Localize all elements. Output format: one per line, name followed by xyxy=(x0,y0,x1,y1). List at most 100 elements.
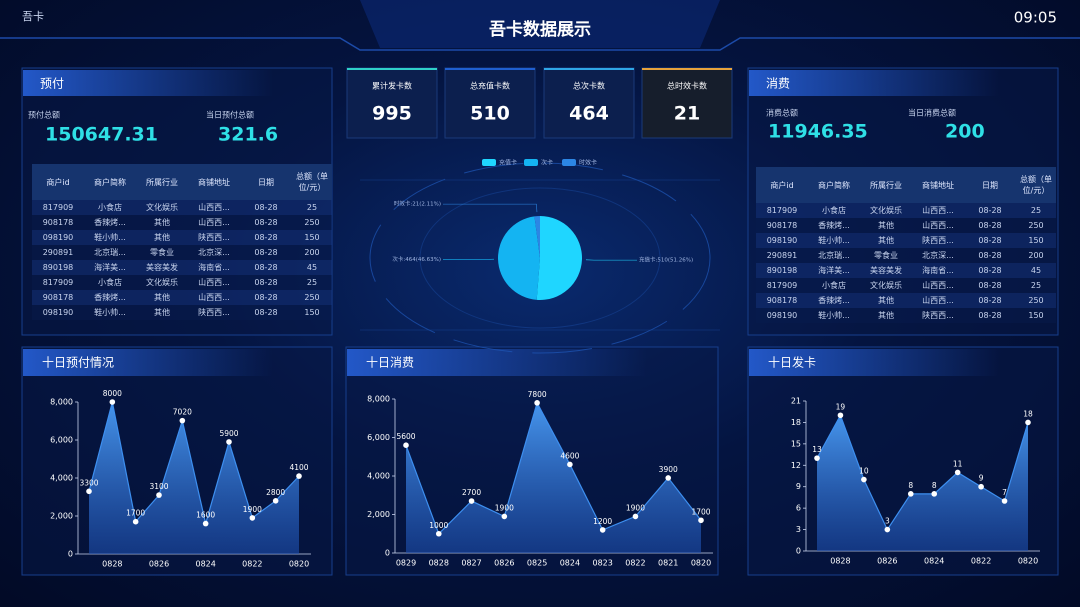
x-tick-label: 0828 xyxy=(830,557,850,566)
table-cell: 08-28 xyxy=(240,230,292,245)
table-cell: 25 xyxy=(1016,278,1056,293)
point xyxy=(931,491,938,497)
value-label: 2800 xyxy=(266,488,285,497)
y-tick-label: 4,000 xyxy=(367,472,390,481)
table-cell: 817909 xyxy=(756,278,808,293)
table-cell: 908178 xyxy=(32,215,84,230)
page-title: 吾卡数据展示 xyxy=(489,19,591,40)
y-tick-label: 9 xyxy=(796,482,801,491)
x-tick-label: 0822 xyxy=(971,557,991,566)
x-tick-label: 0828 xyxy=(429,559,449,568)
point xyxy=(226,439,232,445)
table-cell: 150 xyxy=(1016,233,1056,248)
ring xyxy=(369,162,711,354)
table-cell: 香辣烤... xyxy=(84,290,136,305)
table-cell: 150 xyxy=(292,230,332,245)
table-cell: 098190 xyxy=(756,308,808,323)
x-tick-label: 0826 xyxy=(149,560,169,569)
kpi-value: 11946.35 xyxy=(768,121,868,143)
data-table: 商户id 商户简称 所属行业 商铺地址 日期 总额（单位/元） 817909 小食店 文化娱乐山… xyxy=(32,164,332,320)
card-accent xyxy=(642,68,732,70)
column-header: 所属行业 xyxy=(860,167,912,203)
card xyxy=(346,67,438,139)
table-cell: 25 xyxy=(292,200,332,215)
point xyxy=(814,455,820,461)
column-header: 所属行业 xyxy=(136,164,188,200)
column-header: 日期 xyxy=(240,164,292,200)
table-cell: 45 xyxy=(1016,263,1056,278)
table-cell: 200 xyxy=(292,245,332,260)
column-header: 商户id xyxy=(756,167,808,203)
table-cell: 海南省... xyxy=(188,260,240,275)
table-cell: 北京瑞... xyxy=(808,248,860,263)
table-row: 908178 香辣烤... 其他 山西西... 08-28 250 xyxy=(756,293,1056,308)
panel-header xyxy=(347,349,647,376)
table-cell: 山西西... xyxy=(188,215,240,230)
clock: 09:05 xyxy=(1014,9,1057,27)
panel-title: 消费 xyxy=(766,77,790,91)
table-cell: 08-28 xyxy=(240,275,292,290)
column-header: 总额（单位/元） xyxy=(292,164,332,200)
line xyxy=(405,401,702,535)
table-cell: 290891 xyxy=(756,248,808,263)
table-cell: 北京深... xyxy=(912,248,964,263)
legend-swatch xyxy=(524,159,538,166)
card-label: 总充值卡数 xyxy=(470,81,510,91)
point xyxy=(884,526,891,533)
area xyxy=(406,402,701,553)
table-cell: 其他 xyxy=(136,215,188,230)
value-label: 5600 xyxy=(396,432,415,441)
y-tick-label: 8,000 xyxy=(367,395,390,404)
table-cell: 08-28 xyxy=(964,293,1016,308)
y-tick-label: 2,000 xyxy=(367,510,390,519)
slice-label: 时效卡:21(2.11%) xyxy=(394,200,441,208)
table-cell: 文化娱乐 xyxy=(860,203,912,218)
table-cell: 890198 xyxy=(32,260,84,275)
table-cell: 25 xyxy=(292,275,332,290)
table-cell: 海南省... xyxy=(912,263,964,278)
point xyxy=(954,469,961,476)
table-cell: 小食店 xyxy=(808,278,860,293)
panel-header xyxy=(749,70,999,96)
point xyxy=(468,498,475,504)
column-header: 日期 xyxy=(964,167,1016,203)
value-label: 19 xyxy=(836,402,846,411)
panel-header xyxy=(23,349,273,376)
table-cell: 香辣烤... xyxy=(84,215,136,230)
table-cell: 香辣烤... xyxy=(808,293,860,308)
legend-swatch xyxy=(482,159,496,166)
x-tick-label: 0826 xyxy=(877,557,897,566)
point xyxy=(86,488,92,495)
slice-label: 充值卡:510(51.26%) xyxy=(639,256,693,264)
table-cell: 其他 xyxy=(860,218,912,233)
table-row: 098190 鞋小帅... 其他 陕西西... 08-28 150 xyxy=(756,233,1056,248)
table-row: 817909 小食店 文化娱乐 山西西... 08-28 25 xyxy=(756,203,1056,218)
point xyxy=(698,517,704,524)
table-cell: 文化娱乐 xyxy=(136,200,188,215)
point xyxy=(156,492,162,498)
point xyxy=(296,473,302,479)
table-cell: 鞋小帅... xyxy=(808,308,860,323)
table-cell: 陕西西... xyxy=(188,230,240,245)
table-cell: 08-28 xyxy=(964,248,1016,263)
y-tick-label: 6,000 xyxy=(367,433,390,442)
x-tick-label: 0826 xyxy=(494,559,514,568)
value-label: 7 xyxy=(1002,488,1007,497)
card-value: 464 xyxy=(569,103,609,125)
x-tick-label: 0827 xyxy=(461,559,481,568)
table-header: 商户id 商户简称 所属行业 商铺地址 日期 总额（单位/元） xyxy=(756,167,1056,203)
value-label: 1900 xyxy=(495,503,514,512)
table-cell: 817909 xyxy=(32,200,84,215)
table-row: 098190 鞋小帅... 其他 陕西西... 08-28 150 xyxy=(756,308,1056,323)
table-cell: 北京深... xyxy=(188,245,240,260)
point xyxy=(202,520,209,527)
value-label: 1000 xyxy=(429,521,448,530)
value-label: 10 xyxy=(859,467,869,476)
value-label: 2700 xyxy=(462,488,481,497)
column-header: 总额（单位/元） xyxy=(1016,167,1056,203)
value-label: 4100 xyxy=(289,463,308,472)
value-label: 1700 xyxy=(691,507,710,516)
x-tick-label: 0824 xyxy=(560,559,580,568)
table-row: 817909 小食店 文化娱乐 山西西... 08-28 25 xyxy=(756,278,1056,293)
x-tick-label: 0821 xyxy=(658,559,678,568)
